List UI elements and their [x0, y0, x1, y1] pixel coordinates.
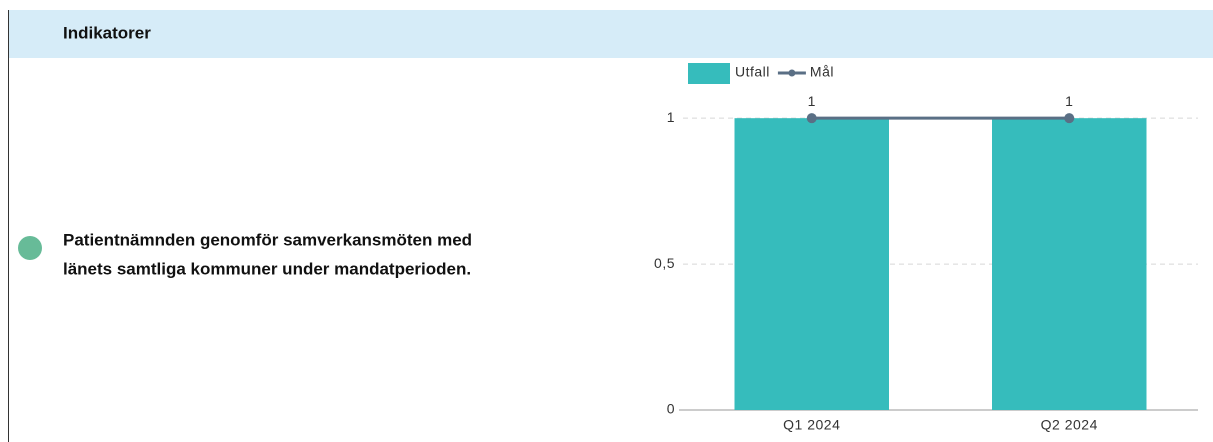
legend-label: Mål — [810, 64, 834, 80]
header-bar — [8, 10, 1213, 58]
status-dot — [18, 236, 42, 260]
indicator-text: Patientnämnden genomför samverkansmöten … — [63, 230, 472, 249]
line-point — [806, 113, 817, 124]
data-label: 1 — [1065, 93, 1073, 109]
x-tick-label: Q1 2024 — [783, 417, 840, 433]
header-title: Indikatorer — [63, 23, 151, 42]
y-tick-label: 0,5 — [654, 255, 675, 271]
bar — [992, 118, 1147, 410]
legend-swatch — [788, 69, 796, 77]
y-tick-label: 1 — [667, 109, 675, 125]
data-label: 1 — [808, 93, 816, 109]
bar — [734, 118, 889, 410]
indicator-text: länets samtliga kommuner under mandatper… — [63, 259, 471, 278]
line-point — [1064, 113, 1075, 124]
chart: 0 0,5 1 Q1 2024 Q2 2024 1 1 Utfall Mål — [654, 63, 1198, 433]
y-tick-label: 0 — [667, 401, 675, 417]
legend-swatch — [688, 63, 730, 84]
x-tick-label: Q2 2024 — [1041, 417, 1098, 433]
legend-label: Utfall — [735, 64, 770, 80]
